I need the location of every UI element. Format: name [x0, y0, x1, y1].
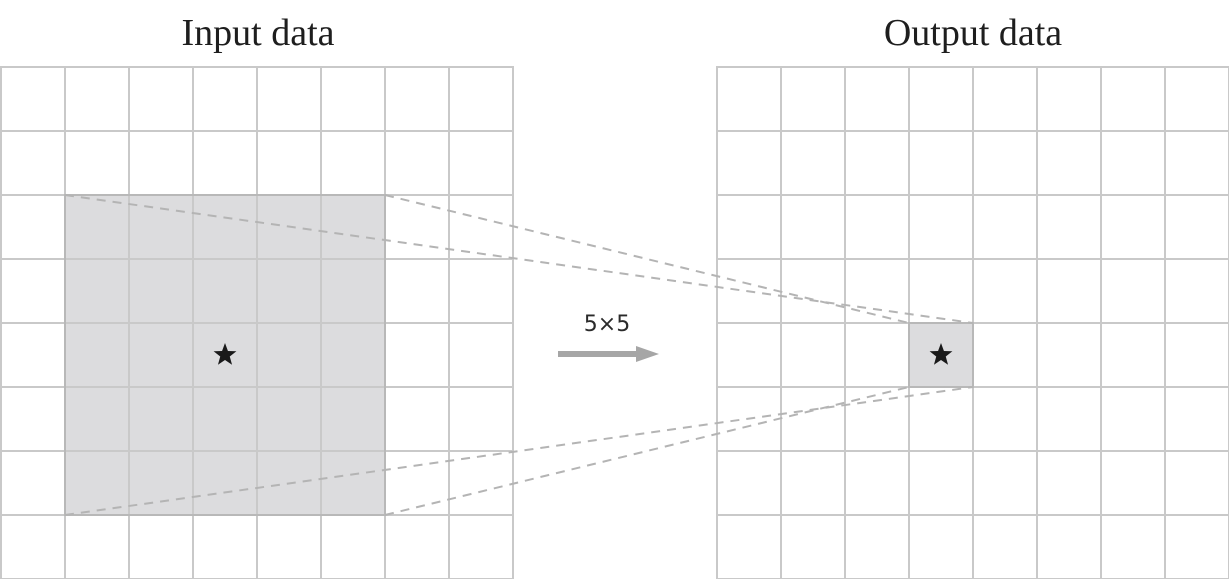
output-data-title: Output data [884, 12, 1062, 54]
receptive-field-border [64, 194, 386, 516]
input-grid-frame [0, 66, 514, 579]
input-grid [0, 66, 514, 579]
arrow-icon [558, 346, 659, 362]
connector-dashed-line [384, 386, 910, 516]
star-icon [929, 343, 953, 365]
output-grid-frame [716, 66, 1229, 579]
connector-dashed-line [64, 386, 974, 516]
input-data-title: Input data [181, 12, 334, 54]
connector-dashed-line [64, 194, 974, 324]
connector-dashed-line [384, 194, 910, 324]
kernel-size-label: 5×5 [584, 312, 630, 337]
star-icon [213, 343, 237, 365]
receptive-field-connectors [64, 194, 974, 516]
